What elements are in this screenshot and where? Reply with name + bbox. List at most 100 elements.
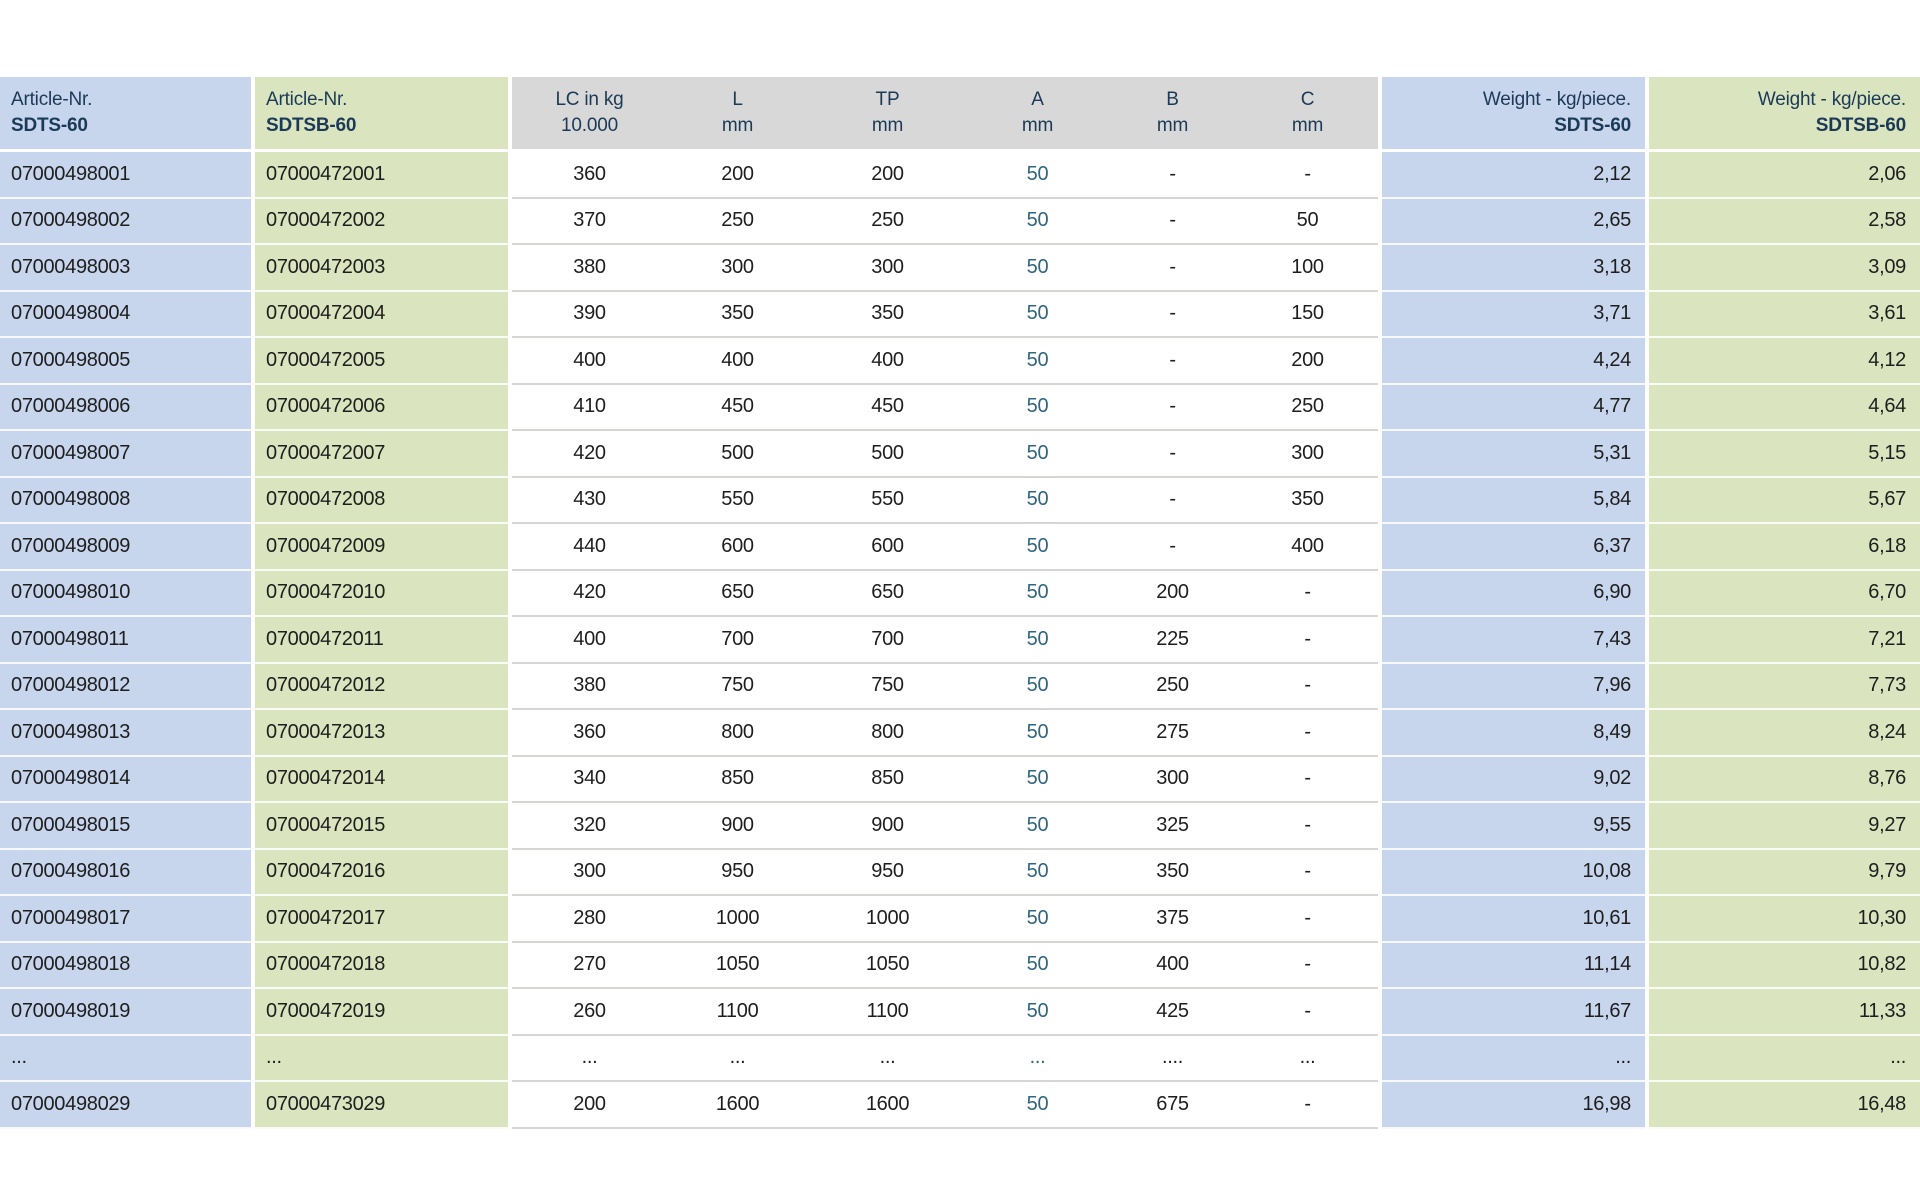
column-gap	[1378, 803, 1382, 850]
article-number-cell: 07000498001	[0, 152, 251, 199]
dimension-cell: -	[1237, 617, 1378, 664]
dimension-cell: 1100	[808, 989, 967, 1036]
dimension-cell: 370	[512, 198, 667, 245]
weight-cell: 11,33	[1649, 989, 1920, 1036]
column-gap	[1378, 198, 1382, 245]
column-gap	[508, 77, 512, 152]
dimension-cell: -	[1237, 570, 1378, 617]
weight-cell: 7,73	[1649, 663, 1920, 710]
dimension-cell: 750	[667, 663, 808, 710]
column-gap	[1378, 570, 1382, 617]
dimension-cell: 250	[808, 198, 967, 245]
dimension-cell: 300	[512, 849, 667, 896]
dimension-cell: 550	[808, 477, 967, 524]
weight-cell: ...	[1649, 1035, 1920, 1082]
column-gap	[251, 989, 255, 1036]
product-spec-table: Article-Nr. SDTS-60 Article-Nr. SDTSB-60 LC …	[0, 77, 1920, 1129]
dimension-cell: 50	[967, 942, 1108, 989]
column-gap	[508, 477, 512, 524]
dimension-cell: 50	[1237, 198, 1378, 245]
dimension-cell: 650	[667, 570, 808, 617]
article-number-cell: 07000472003	[255, 245, 508, 292]
dimension-cell: 300	[1237, 431, 1378, 478]
weight-cell: 16,98	[1382, 1082, 1645, 1129]
dimension-cell: -	[1237, 152, 1378, 199]
header-line1: Weight - kg/piece.	[1482, 89, 1631, 110]
weight-cell: 8,49	[1382, 710, 1645, 757]
column-gap	[1645, 152, 1649, 199]
dimension-cell: 1050	[808, 942, 967, 989]
weight-cell: 2,12	[1382, 152, 1645, 199]
header-line1: LC in kg	[555, 89, 624, 110]
column-gap	[1378, 291, 1382, 338]
header-line2: SDTSB-60	[266, 115, 357, 136]
column-gap	[1378, 384, 1382, 431]
column-gap	[1645, 198, 1649, 245]
column-gap	[1378, 338, 1382, 385]
header-line1: Article-Nr.	[266, 89, 348, 110]
column-gap	[1378, 1035, 1382, 1082]
column-gap	[1645, 617, 1649, 664]
weight-cell: 2,58	[1649, 198, 1920, 245]
header-line2: mm	[1156, 115, 1189, 136]
column-gap	[1645, 524, 1649, 571]
dimension-cell: -	[1237, 710, 1378, 757]
weight-cell: 9,02	[1382, 756, 1645, 803]
dimension-cell: 900	[667, 803, 808, 850]
column-gap	[1378, 756, 1382, 803]
dimension-cell: 440	[512, 524, 667, 571]
header-mm-4: TP mm	[808, 77, 967, 152]
dimension-cell: 100	[1237, 245, 1378, 292]
dimension-cell: 360	[512, 152, 667, 199]
dimension-cell: 50	[967, 431, 1108, 478]
dimension-cell: 450	[808, 384, 967, 431]
dimension-cell: 50	[967, 477, 1108, 524]
dimension-cell: 350	[1108, 849, 1237, 896]
weight-cell: 7,21	[1649, 617, 1920, 664]
weight-cell: 10,82	[1649, 942, 1920, 989]
dimension-cell: 425	[1108, 989, 1237, 1036]
column-gap	[251, 1035, 255, 1082]
weight-cell: 7,43	[1382, 617, 1645, 664]
dimension-cell: ...	[1237, 1035, 1378, 1082]
column-gap	[1645, 1035, 1649, 1082]
dimension-cell: 850	[808, 756, 967, 803]
weight-cell: 9,27	[1649, 803, 1920, 850]
column-gap	[251, 756, 255, 803]
article-number-cell: 07000498003	[0, 245, 251, 292]
column-gap	[251, 663, 255, 710]
header-line1: B	[1166, 89, 1179, 110]
dimension-cell: ...	[512, 1035, 667, 1082]
article-number-cell: 07000498011	[0, 617, 251, 664]
dimension-cell: 650	[808, 570, 967, 617]
column-gap	[508, 989, 512, 1036]
article-number-cell: 07000472010	[255, 570, 508, 617]
column-gap	[1378, 710, 1382, 757]
dimension-cell: 500	[667, 431, 808, 478]
dimension-cell: ...	[808, 1035, 967, 1082]
dimension-cell: 270	[512, 942, 667, 989]
dimension-cell: 300	[808, 245, 967, 292]
dimension-cell: -	[1108, 384, 1237, 431]
weight-cell: 4,24	[1382, 338, 1645, 385]
dimension-cell: 800	[808, 710, 967, 757]
dimension-cell: -	[1108, 524, 1237, 571]
dimension-cell: -	[1237, 756, 1378, 803]
column-gap	[251, 1082, 255, 1129]
weight-cell: 6,70	[1649, 570, 1920, 617]
header-line2: SDTSB-60	[1815, 115, 1906, 136]
dimension-cell: 850	[667, 756, 808, 803]
column-gap	[251, 198, 255, 245]
dimension-cell: 50	[967, 617, 1108, 664]
dimension-cell: -	[1108, 152, 1237, 199]
article-number-cell: 07000498010	[0, 570, 251, 617]
column-gap	[508, 803, 512, 850]
dimension-cell: 350	[667, 291, 808, 338]
column-gap	[508, 291, 512, 338]
header-line2: SDTS-60	[11, 115, 88, 136]
dimension-cell: 1000	[808, 896, 967, 943]
column-gap	[508, 338, 512, 385]
column-gap	[1378, 524, 1382, 571]
column-gap	[1645, 431, 1649, 478]
